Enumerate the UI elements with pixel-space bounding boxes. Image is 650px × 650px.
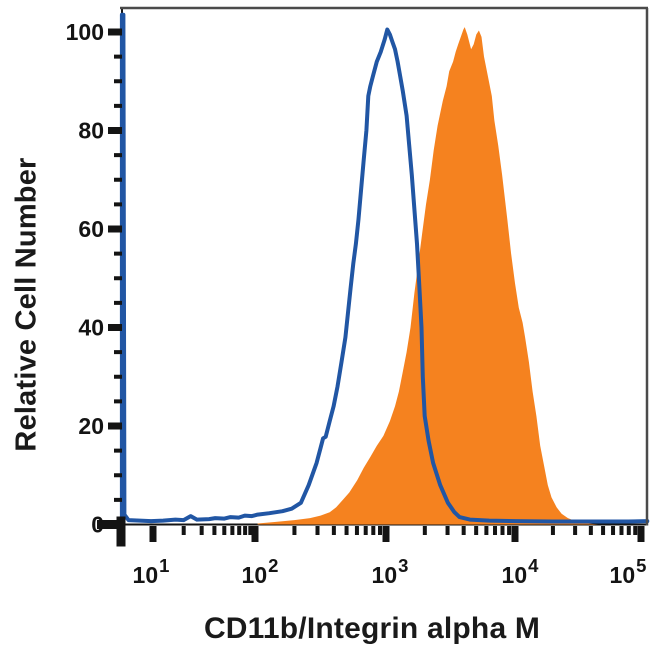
x-minor-tick — [243, 526, 248, 535]
x-minor-tick — [573, 526, 578, 535]
y-minor-tick — [114, 202, 122, 207]
y-tick-label: 100 — [66, 19, 104, 45]
y-minor-tick — [114, 399, 122, 404]
y-minor-tick — [114, 251, 122, 256]
open-histogram-curve — [119, 12, 650, 527]
x-minor-tick — [484, 526, 489, 535]
y-tick-label: 20 — [78, 413, 104, 439]
x-minor-tick — [588, 526, 593, 535]
x-minor-tick — [344, 526, 349, 535]
x-minor-tick — [354, 526, 359, 535]
x-minor-tick — [378, 526, 383, 535]
filled-histogram-curve — [257, 27, 599, 525]
x-tick-label: 103 — [372, 555, 409, 588]
x-axis-title: CD11b/Integrin alpha M — [203, 612, 541, 645]
y-tick-label: 40 — [78, 315, 104, 341]
x-minor-tick — [315, 526, 320, 535]
x-minor-tick — [493, 526, 498, 535]
y-major-tick — [108, 225, 122, 233]
x-minor-tick — [199, 526, 204, 535]
y-minor-tick — [114, 473, 122, 478]
y-minor-tick — [114, 448, 122, 453]
x-minor-tick — [633, 526, 638, 535]
y-major-tick — [108, 28, 122, 36]
x-major-tick — [637, 526, 645, 542]
x-minor-tick — [292, 526, 297, 535]
y-minor-tick — [114, 276, 122, 281]
x-minor-tick — [371, 526, 376, 535]
y-minor-tick — [114, 54, 122, 59]
x-minor-tick — [611, 526, 616, 535]
x-origin-tick — [116, 516, 126, 547]
x-minor-tick — [550, 526, 555, 535]
x-minor-tick — [461, 526, 466, 535]
x-minor-tick — [363, 526, 368, 535]
x-minor-tick — [601, 526, 606, 535]
x-minor-tick — [181, 526, 186, 535]
y-minor-tick — [114, 300, 122, 305]
y-minor-tick — [114, 79, 122, 84]
x-major-tick — [149, 526, 157, 542]
y-zero-tick — [97, 520, 124, 529]
y-minor-tick — [114, 103, 122, 108]
x-minor-tick — [222, 526, 227, 535]
x-minor-tick — [248, 526, 253, 535]
x-major-tick — [382, 526, 390, 542]
x-tick-label: 102 — [242, 555, 279, 588]
x-minor-tick — [230, 526, 235, 535]
x-minor-tick — [212, 526, 217, 535]
x-minor-tick — [626, 526, 631, 535]
y-major-tick — [108, 127, 122, 134]
x-major-tick — [251, 526, 259, 542]
x-minor-tick — [619, 526, 624, 535]
x-minor-tick — [237, 526, 242, 535]
y-minor-tick — [114, 350, 122, 355]
y-major-tick — [108, 422, 122, 430]
y-axis-title: Relative Cell Number — [10, 157, 43, 452]
x-minor-tick — [500, 526, 505, 535]
y-minor-tick — [114, 153, 122, 158]
y-tick-label: 60 — [78, 216, 104, 242]
y-minor-tick — [114, 374, 122, 379]
y-minor-tick — [114, 497, 122, 502]
y-tick-label: 80 — [78, 118, 104, 144]
x-tick-label: 104 — [502, 555, 540, 588]
y-minor-tick — [114, 177, 122, 182]
x-minor-tick — [422, 526, 427, 535]
x-tick-label: 105 — [610, 555, 647, 588]
x-major-tick — [511, 526, 519, 542]
y-tick-label: 0 — [91, 512, 104, 538]
x-minor-tick — [507, 526, 512, 535]
x-minor-tick — [445, 526, 450, 535]
x-tick-label: 101 — [133, 555, 170, 588]
x-minor-tick — [474, 526, 479, 535]
x-minor-tick — [331, 526, 336, 535]
y-major-tick — [108, 324, 122, 331]
